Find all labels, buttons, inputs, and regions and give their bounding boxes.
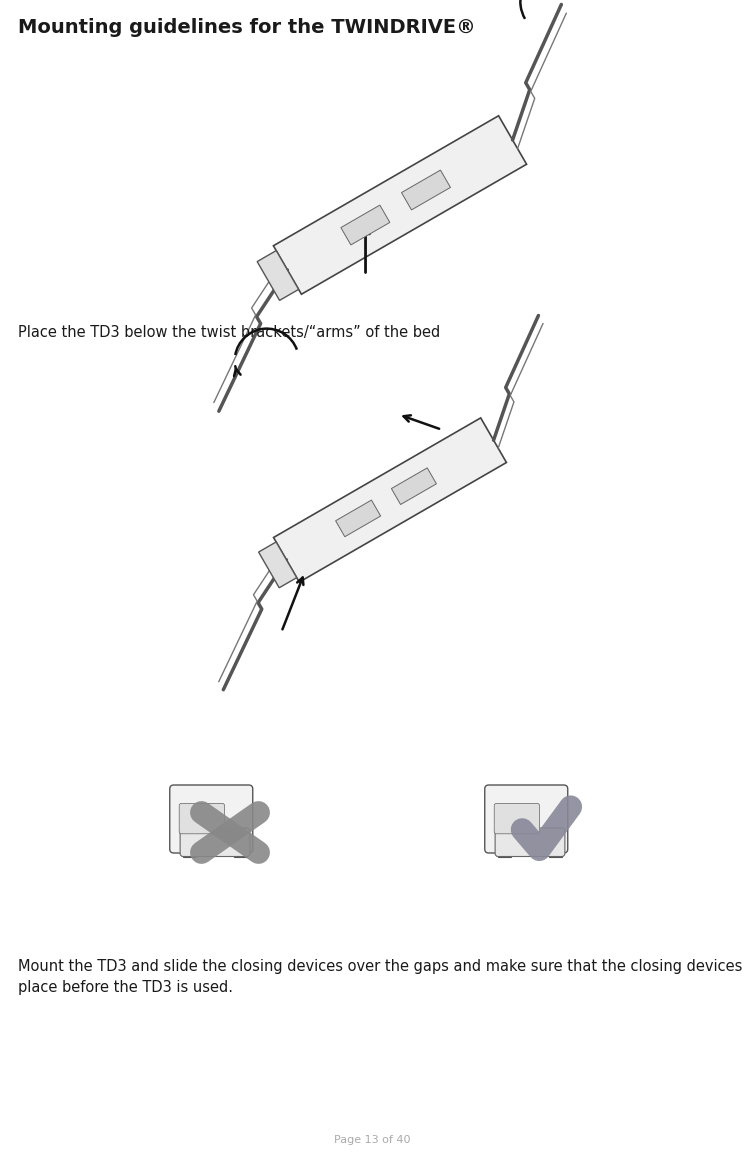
Text: Place the TD3 below the twist brackets/“arms” of the bed: Place the TD3 below the twist brackets/“… bbox=[18, 325, 440, 340]
Polygon shape bbox=[273, 116, 527, 294]
FancyBboxPatch shape bbox=[180, 803, 224, 834]
FancyBboxPatch shape bbox=[495, 829, 565, 856]
Polygon shape bbox=[335, 500, 381, 537]
FancyBboxPatch shape bbox=[170, 786, 253, 853]
Text: Mounting guidelines for the TWINDRIVE®: Mounting guidelines for the TWINDRIVE® bbox=[18, 17, 476, 37]
FancyBboxPatch shape bbox=[485, 786, 568, 853]
Bar bbox=[549, 790, 562, 858]
Bar bbox=[183, 790, 196, 858]
Bar bbox=[498, 790, 511, 858]
Polygon shape bbox=[402, 170, 451, 210]
Bar bbox=[234, 790, 247, 858]
FancyBboxPatch shape bbox=[494, 803, 539, 834]
Polygon shape bbox=[257, 251, 299, 301]
Polygon shape bbox=[273, 418, 507, 582]
Text: Mount the TD3 and slide the closing devices over the gaps and make sure that the: Mount the TD3 and slide the closing devi… bbox=[18, 959, 745, 995]
Text: Page 13 of 40: Page 13 of 40 bbox=[334, 1135, 410, 1145]
Polygon shape bbox=[259, 541, 297, 588]
Polygon shape bbox=[391, 468, 437, 504]
FancyBboxPatch shape bbox=[180, 829, 250, 856]
Polygon shape bbox=[341, 205, 390, 245]
